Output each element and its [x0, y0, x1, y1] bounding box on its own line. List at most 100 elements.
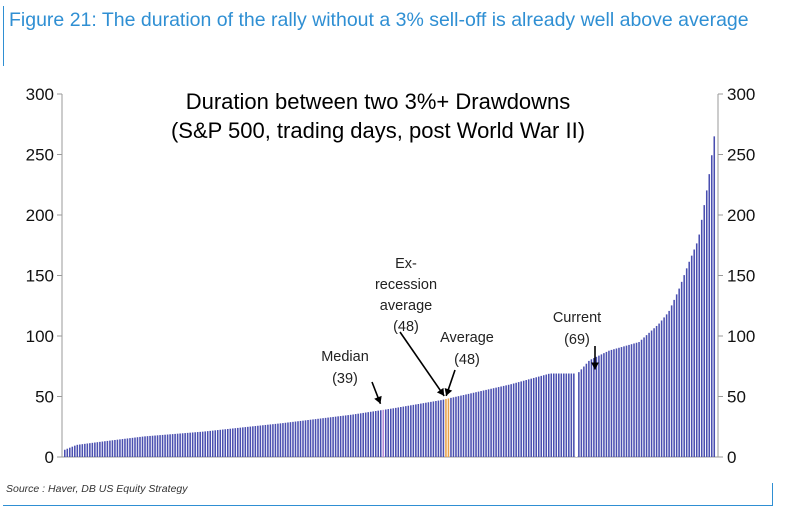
- bar: [74, 445, 76, 457]
- bar: [618, 347, 620, 457]
- bar: [209, 430, 211, 457]
- bar: [457, 396, 460, 457]
- bar: [156, 435, 159, 457]
- bar: [633, 343, 635, 457]
- bar: [477, 391, 480, 457]
- bar: [645, 335, 648, 457]
- bar: [374, 411, 377, 457]
- bar: [452, 397, 455, 457]
- bar: [583, 366, 585, 457]
- bar: [605, 351, 608, 457]
- y-tick-label-right: 150: [727, 267, 755, 286]
- bar: [262, 425, 264, 457]
- bar: [497, 387, 500, 457]
- current-bar: [575, 373, 578, 457]
- bar: [99, 441, 101, 457]
- bar: [507, 384, 510, 457]
- bar: [628, 344, 630, 457]
- bar: [322, 418, 324, 457]
- bar: [194, 432, 196, 457]
- bar: [545, 374, 548, 457]
- bar: [460, 395, 462, 457]
- bar: [422, 403, 425, 457]
- bar: [184, 433, 186, 457]
- y-tick-label-left: 100: [26, 327, 54, 346]
- bar: [392, 408, 395, 457]
- bar: [299, 420, 302, 457]
- bar: [169, 434, 171, 457]
- bar: [114, 439, 116, 457]
- bar: [425, 402, 427, 457]
- bar: [430, 401, 432, 457]
- bar: [307, 420, 309, 457]
- bar: [663, 317, 665, 457]
- average-bar: [445, 399, 447, 457]
- bar: [247, 426, 249, 457]
- bar: [304, 420, 307, 457]
- bar: [502, 385, 505, 457]
- bar: [259, 425, 262, 457]
- bar: [367, 412, 369, 457]
- bar: [312, 419, 314, 457]
- bar: [437, 400, 440, 457]
- bar: [329, 417, 332, 457]
- bar: [482, 390, 485, 457]
- bar: [512, 383, 515, 457]
- bar: [397, 407, 400, 457]
- bar: [126, 438, 129, 457]
- bar: [578, 372, 580, 457]
- bar: [146, 436, 149, 457]
- bar: [144, 436, 146, 457]
- chart-title: Duration between two 3%+ Drawdowns: [186, 89, 571, 114]
- ex-recession-arrow: [399, 331, 445, 397]
- bar: [297, 421, 299, 457]
- bar: [104, 441, 106, 457]
- bar: [480, 391, 482, 457]
- bar: [693, 249, 695, 457]
- bar: [359, 413, 362, 457]
- bar: [76, 444, 79, 457]
- bar: [683, 275, 685, 457]
- bar: [395, 407, 397, 457]
- bar: [412, 404, 415, 457]
- bar: [530, 378, 532, 457]
- bar: [174, 433, 176, 457]
- bar: [269, 424, 272, 457]
- bar: [593, 358, 595, 457]
- bar: [542, 375, 545, 457]
- bar: [410, 405, 412, 457]
- bar: [86, 443, 89, 457]
- bar: [570, 373, 573, 457]
- bar: [201, 431, 204, 457]
- bar: [129, 438, 131, 457]
- bar: [490, 388, 492, 457]
- bar: [500, 386, 502, 457]
- median-arrow-head: [374, 395, 382, 404]
- bar: [640, 339, 643, 457]
- bar: [334, 416, 337, 457]
- bar: [665, 314, 668, 457]
- bar-chart: 0 0 50 50 100 100 150 150 200 200 250 250 300 300 Med…: [26, 85, 756, 467]
- bar: [585, 363, 588, 457]
- bar: [89, 443, 91, 457]
- bar: [532, 377, 535, 457]
- bar: [613, 349, 615, 457]
- bar: [314, 419, 317, 457]
- bar: [289, 422, 292, 457]
- bar: [96, 442, 99, 457]
- bar: [505, 385, 507, 457]
- bar: [66, 448, 69, 457]
- frame-right-line: [772, 483, 773, 505]
- bar: [369, 411, 372, 457]
- bar: [387, 409, 390, 457]
- bar: [598, 355, 600, 457]
- bar: [189, 432, 191, 457]
- bar: [124, 438, 126, 457]
- bar: [610, 349, 613, 457]
- bar: [670, 305, 673, 457]
- bar: [415, 404, 417, 457]
- bar: [615, 348, 618, 457]
- bar: [101, 441, 104, 457]
- bar: [608, 350, 610, 457]
- bar: [109, 440, 111, 457]
